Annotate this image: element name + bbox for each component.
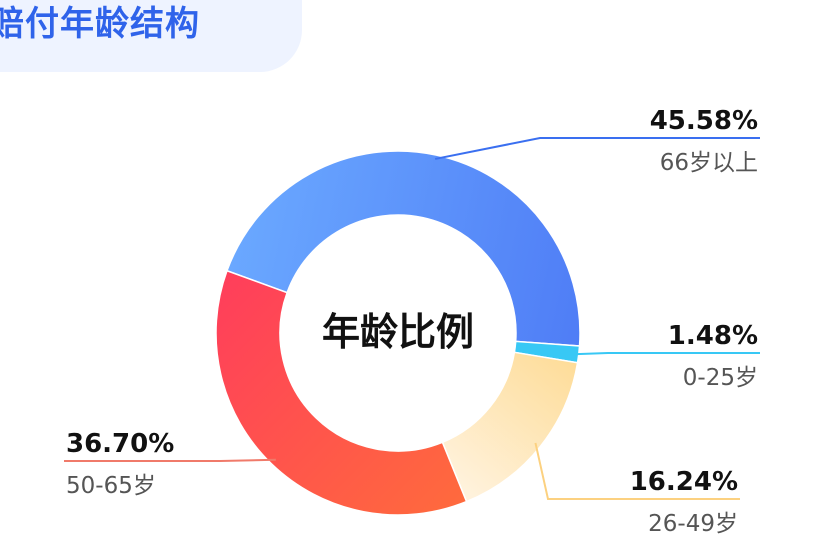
center-label: 年龄比例 <box>322 310 474 354</box>
slice-category-label: 50-65岁 <box>66 473 156 499</box>
slice-category-label: 66岁以上 <box>660 150 758 176</box>
slice-category-label: 26-49岁 <box>648 511 738 537</box>
callout-line <box>434 137 760 160</box>
slice-percent-label: 16.24% <box>630 467 738 497</box>
slice-percent-label: 45.58% <box>650 106 758 136</box>
slice-percent-label: 1.48% <box>668 321 758 351</box>
slice-category-label: 0-25岁 <box>683 365 758 391</box>
callout-line <box>534 442 740 500</box>
callout-line <box>64 458 276 462</box>
title-pill: 赔付年龄结构 <box>0 0 302 72</box>
callout-line <box>576 352 760 356</box>
donut-hole <box>280 215 516 451</box>
page-title: 赔付年龄结构 <box>0 4 200 44</box>
slice-percent-label: 36.70% <box>66 429 174 459</box>
